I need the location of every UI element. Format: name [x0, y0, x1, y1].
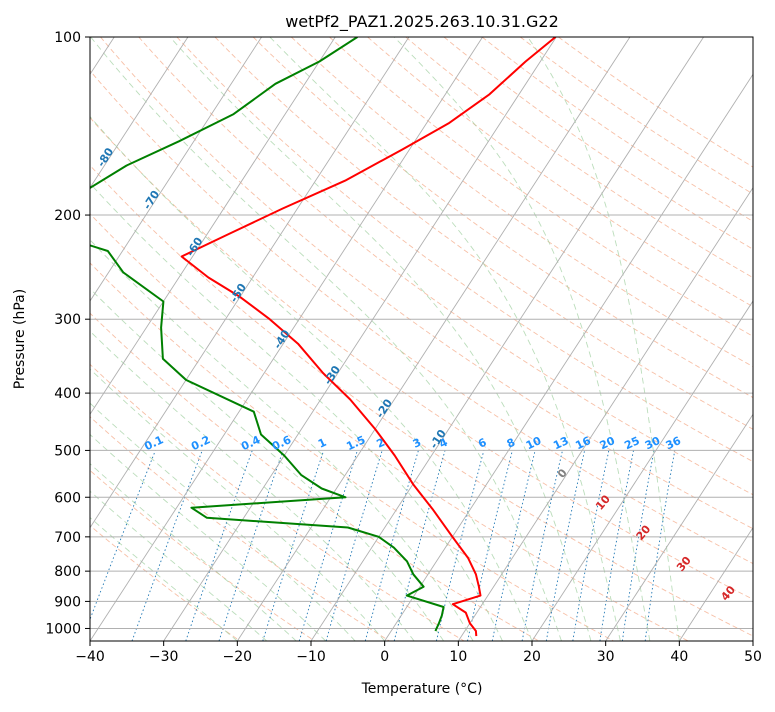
y-tick-label: 400 [54, 386, 81, 402]
chart-title: wetPf2_PAZ1.2025.263.10.31.G22 [285, 12, 559, 32]
x-tick-label: 40 [670, 649, 688, 665]
y-tick-label: 1000 [45, 621, 81, 637]
y-tick-label: 300 [54, 312, 81, 328]
y-tick-label: 100 [54, 30, 81, 46]
x-tick-label: −40 [75, 649, 105, 665]
x-tick-label: 30 [597, 649, 615, 665]
x-tick-label: −10 [296, 649, 326, 665]
x-tick-label: 0 [380, 649, 389, 665]
x-axis-label: Temperature (°C) [361, 681, 483, 697]
y-tick-label: 200 [54, 208, 81, 224]
x-tick-label: 20 [523, 649, 541, 665]
y-tick-label: 700 [54, 530, 81, 546]
y-tick-label: 800 [54, 564, 81, 580]
y-axis-label: Pressure (hPa) [12, 289, 28, 389]
x-tick-label: 10 [449, 649, 467, 665]
y-tick-label: 600 [54, 490, 81, 506]
y-tick-label: 500 [54, 443, 81, 459]
y-tick-label: 900 [54, 594, 81, 610]
x-tick-label: −30 [149, 649, 179, 665]
x-tick-label: 50 [744, 649, 762, 665]
x-tick-label: −20 [223, 649, 253, 665]
